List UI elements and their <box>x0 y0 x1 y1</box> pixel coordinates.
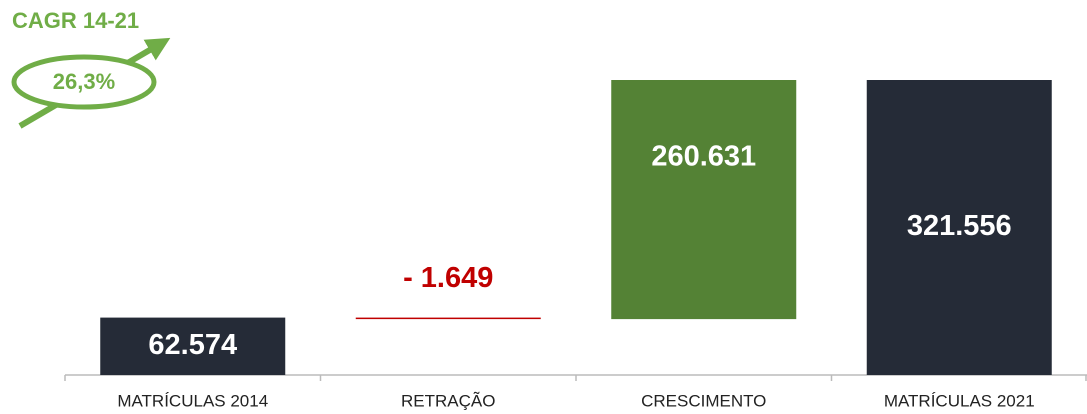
value-label: 62.574 <box>148 329 237 361</box>
x-tick-label: MATRÍCULAS 2021 <box>884 391 1035 410</box>
bar <box>611 80 797 320</box>
value-label: 321.556 <box>907 210 1012 242</box>
value-label: 260.631 <box>651 141 756 173</box>
x-tick-label: MATRÍCULAS 2014 <box>117 391 268 410</box>
annotation-title: CAGR 14-21 <box>12 8 139 33</box>
cagr-annotation: CAGR 14-21 26,3% <box>11 8 171 129</box>
bar <box>866 80 1052 375</box>
annotation-value: 26,3% <box>53 69 115 94</box>
bar <box>100 317 286 375</box>
value-label: - 1.649 <box>403 262 493 294</box>
x-tick-label: RETRAÇÃO <box>401 391 495 410</box>
x-tick-label: CRESCIMENTO <box>641 391 766 410</box>
bar <box>355 317 541 320</box>
ellipse <box>11 54 157 110</box>
